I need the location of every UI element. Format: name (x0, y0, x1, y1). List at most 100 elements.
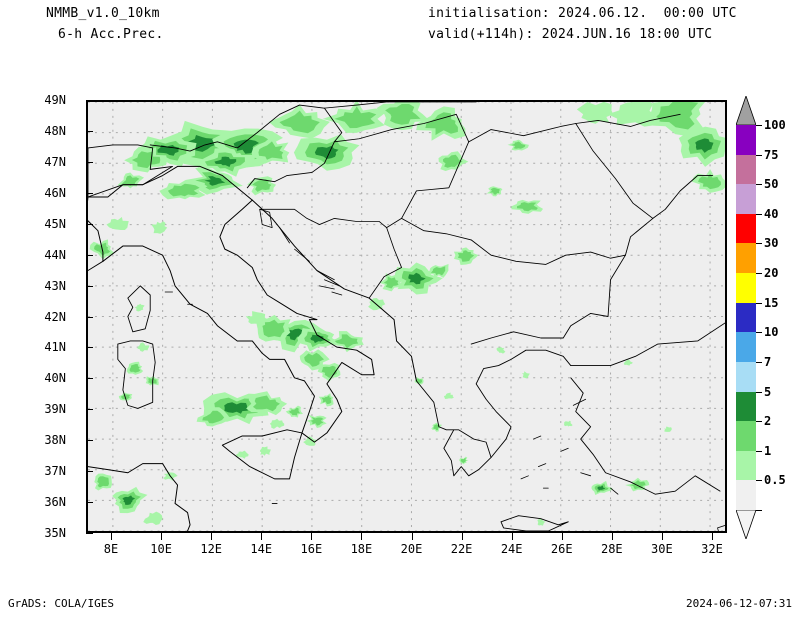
y-tick-mark (86, 409, 93, 411)
y-tick-mark (86, 130, 93, 132)
model-title: NMMB_v1.0_10km (46, 6, 160, 21)
y-tick-label-39N: 39N (44, 402, 66, 417)
y-tick-mark (86, 471, 93, 473)
y-tick-mark (86, 192, 93, 194)
colorbar-label-1: 1 (764, 443, 772, 458)
colorbar-band-75 (736, 154, 756, 185)
colorbar-top-cap (735, 94, 757, 126)
colorbar-label-40: 40 (764, 206, 779, 221)
y-tick-label-37N: 37N (44, 464, 66, 479)
colorbar-tick (756, 184, 762, 186)
y-tick-mark (86, 347, 93, 349)
colorbar-tick (756, 510, 762, 511)
y-tick-label-45N: 45N (44, 216, 66, 231)
colorbar-band-50 (736, 184, 756, 214)
colorbar-bottom-cap (735, 509, 757, 541)
colorbar-band-0.5 (736, 480, 756, 510)
initialisation-text: initialisation: 2024.06.12. 00:00 UTC (428, 6, 737, 21)
colorbar-band-15 (736, 302, 756, 333)
y-tick-mark (86, 440, 93, 442)
x-tick-mark (411, 533, 413, 540)
y-tick-label-41N: 41N (44, 340, 66, 355)
y-tick-mark (86, 533, 93, 534)
y-tick-label-47N: 47N (44, 154, 66, 169)
colorbar-tick (756, 213, 762, 215)
y-tick-mark (86, 378, 93, 380)
colorbar-tick (756, 154, 762, 156)
y-tick-mark (86, 223, 93, 225)
x-tick-label-26E: 26E (550, 542, 573, 556)
colorbar-tick (756, 125, 762, 126)
x-tick-mark (311, 533, 313, 540)
x-tick-mark (511, 533, 513, 540)
colorbar-band-1 (736, 450, 756, 481)
x-tick-mark (261, 533, 263, 540)
colorbar-label-50: 50 (764, 177, 779, 192)
y-tick-label-48N: 48N (44, 123, 66, 138)
colorbar-label-15: 15 (764, 295, 779, 310)
colorbar-label-5: 5 (764, 384, 772, 399)
colorbar-band-30 (736, 243, 756, 274)
colorbar-band-2 (736, 421, 756, 451)
y-tick-label-36N: 36N (44, 495, 66, 510)
x-tick-mark (611, 533, 613, 540)
colorbar[interactable]: 0.5 1 2 5 7 10 15 20 30 40 50 75 100 (736, 118, 786, 511)
colorbar-tick (756, 450, 762, 452)
x-tick-label-16E: 16E (300, 542, 323, 556)
footer-credit: GrADS: COLA/IGES (8, 597, 114, 610)
y-tick-mark (86, 254, 93, 256)
colorbar-tick (756, 243, 762, 245)
colorbar-tick (756, 480, 762, 482)
precipitation-field (89, 102, 725, 526)
y-tick-mark (86, 502, 93, 504)
y-tick-label-44N: 44N (44, 247, 66, 262)
colorbar-label-7: 7 (764, 354, 772, 369)
colorbar-label-75: 75 (764, 147, 779, 162)
x-tick-label-12E: 12E (200, 542, 223, 556)
colorbar-band-20 (736, 273, 756, 303)
y-tick-label-43N: 43N (44, 278, 66, 293)
x-tick-label-32E: 32E (701, 542, 723, 556)
x-tick-label-20E: 20E (400, 542, 423, 556)
field-title: 6-h Acc.Prec. (58, 27, 164, 42)
x-tick-label-14E: 14E (250, 542, 273, 556)
colorbar-band-5 (736, 391, 756, 422)
x-tick-mark (561, 533, 563, 540)
y-tick-label-42N: 42N (44, 309, 66, 324)
y-tick-mark (86, 285, 93, 287)
valid-time-text: valid(+114h): 2024.JUN.16 18:00 UTC (428, 27, 713, 42)
colorbar-band-10 (736, 332, 756, 362)
footer-timestamp: 2024-06-12-07:31 (686, 597, 792, 610)
x-tick-mark (361, 533, 363, 540)
coastlines-and-borders (88, 102, 725, 531)
colorbar-band-100 (736, 125, 756, 155)
x-tick-label-22E: 22E (450, 542, 473, 556)
colorbar-tick (756, 273, 762, 275)
y-tick-mark (86, 316, 93, 318)
colorbar-band-40 (736, 213, 756, 244)
colorbar-tick (756, 332, 762, 334)
colorbar-tick (756, 361, 762, 363)
x-tick-mark (211, 533, 213, 540)
colorbar-label-30: 30 (764, 236, 779, 251)
colorbar-tick (756, 391, 762, 393)
colorbar-label-20: 20 (764, 266, 779, 281)
x-tick-label-24E: 24E (500, 542, 523, 556)
x-tick-mark (111, 533, 113, 540)
x-tick-mark (461, 533, 463, 540)
x-tick-mark (161, 533, 163, 540)
y-tick-mark (86, 100, 93, 101)
y-tick-mark (86, 161, 93, 163)
colorbar-band-7 (736, 361, 756, 392)
y-tick-label-46N: 46N (44, 185, 66, 200)
map-plot-area[interactable] (86, 100, 727, 533)
colorbar-tick (756, 302, 762, 304)
x-tick-label-10E: 10E (150, 542, 172, 556)
x-tick-mark (661, 533, 663, 540)
colorbar-label-100: 100 (764, 118, 786, 132)
colorbar-label-10: 10 (764, 325, 779, 340)
y-tick-label-40N: 40N (44, 371, 66, 386)
y-tick-label-35N: 35N (44, 526, 66, 540)
